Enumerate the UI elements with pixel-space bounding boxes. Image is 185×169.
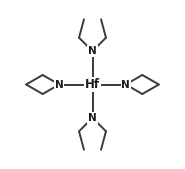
Text: N: N <box>88 46 97 56</box>
Text: N: N <box>88 113 97 123</box>
Text: N: N <box>122 79 130 90</box>
Text: N: N <box>55 79 63 90</box>
Text: Hf: Hf <box>85 78 100 91</box>
